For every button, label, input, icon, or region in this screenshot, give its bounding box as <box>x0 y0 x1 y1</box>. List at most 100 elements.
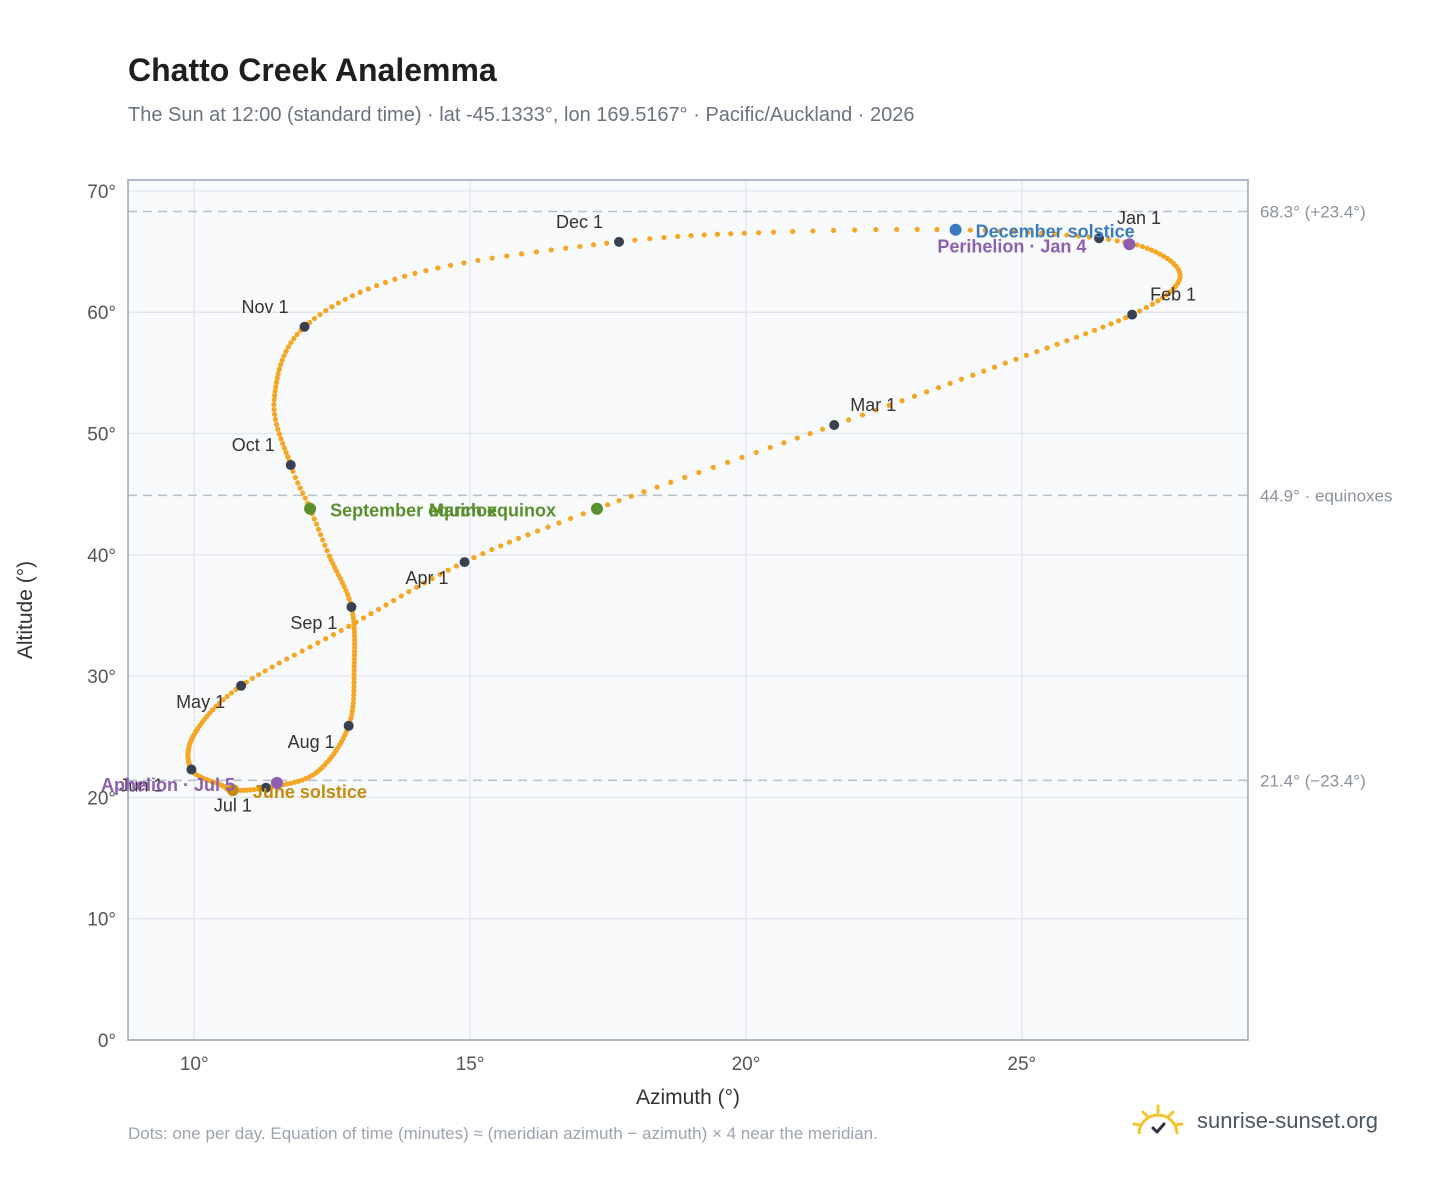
daily-dot <box>278 362 284 368</box>
daily-dot <box>345 591 351 598</box>
daily-dot <box>682 474 688 480</box>
daily-dot <box>256 672 262 678</box>
daily-dot <box>273 379 280 386</box>
daily-dot <box>1106 236 1112 243</box>
daily-dot <box>272 392 278 399</box>
daily-dot <box>447 262 454 268</box>
event-marker <box>949 223 962 236</box>
daily-dot <box>1115 318 1122 324</box>
daily-dot <box>845 417 852 423</box>
plot-frame <box>127 179 1249 1041</box>
daily-dot <box>1148 247 1155 253</box>
daily-dot <box>1025 229 1031 236</box>
event-label: December solstice <box>976 222 1135 242</box>
daily-dot <box>445 567 451 573</box>
daily-dot <box>351 692 357 698</box>
daily-dot <box>641 489 647 495</box>
daily-dot <box>351 633 358 639</box>
daily-dot <box>311 315 318 322</box>
daily-dot <box>338 627 344 634</box>
daily-dot <box>1164 292 1170 298</box>
daily-dot <box>970 372 976 378</box>
daily-dot <box>714 231 720 237</box>
daily-dot <box>216 700 222 706</box>
x-tick-label: 15° <box>456 1054 485 1075</box>
month-label: Jun 1 <box>119 776 163 796</box>
daily-dot <box>351 688 357 694</box>
daily-dot <box>346 596 352 602</box>
daily-dot <box>315 526 322 532</box>
daily-dot <box>311 516 317 522</box>
daily-dot <box>224 693 230 700</box>
daily-dot <box>288 340 294 346</box>
daily-dot <box>278 436 284 442</box>
daily-dot <box>1039 230 1045 236</box>
daily-dot <box>471 555 477 561</box>
daily-dot <box>351 671 357 678</box>
daily-dot <box>343 587 349 594</box>
daily-dot <box>294 331 300 338</box>
event-label: March equinox <box>429 501 556 521</box>
daily-dot <box>339 580 345 586</box>
daily-dot <box>429 575 435 582</box>
month-marker <box>343 720 354 731</box>
daily-dot <box>272 388 278 394</box>
daily-dot <box>421 580 427 586</box>
daily-dot <box>739 454 745 460</box>
daily-dot <box>886 402 892 408</box>
month-marker <box>299 321 310 332</box>
daily-dot <box>365 286 371 292</box>
daily-dot <box>934 226 940 233</box>
reference-line-label: 21.4° (−23.4°) <box>1260 771 1366 790</box>
daily-dot <box>475 257 481 264</box>
daily-dot <box>1073 334 1080 340</box>
daily-dot <box>302 495 308 501</box>
month-label: Jan 1 <box>1117 208 1161 228</box>
month-label: Jul 1 <box>214 796 252 816</box>
month-label: Mar 1 <box>850 395 896 415</box>
daily-dot <box>616 498 622 504</box>
event-marker <box>270 776 283 789</box>
event-label: Perihelion · Jan 4 <box>937 236 1086 256</box>
daily-dot <box>337 576 344 582</box>
daily-dot <box>632 237 638 243</box>
daily-dot <box>453 563 459 569</box>
daily-dot <box>1054 341 1060 347</box>
daily-dot <box>590 242 597 248</box>
daily-dot <box>271 396 277 403</box>
daily-dot <box>668 479 674 485</box>
daily-dot <box>280 440 286 447</box>
daily-dot <box>283 449 289 456</box>
daily-dot <box>675 233 681 240</box>
month-marker <box>346 601 357 612</box>
daily-dot <box>330 632 337 638</box>
daily-dot <box>323 636 329 642</box>
daily-dot <box>819 426 826 432</box>
daily-dot <box>273 384 279 390</box>
y-tick-label: 60° <box>87 303 116 324</box>
month-marker <box>829 420 840 431</box>
daily-dot <box>368 611 374 617</box>
month-marker <box>260 782 271 793</box>
daily-dot <box>1086 234 1092 240</box>
daily-dot <box>313 521 320 527</box>
daily-dot <box>873 407 879 413</box>
brand[interactable]: sunrise-sunset.org <box>1131 1104 1378 1138</box>
daily-dot <box>568 515 574 522</box>
daily-dot <box>519 251 525 257</box>
daily-dot <box>322 542 328 548</box>
daily-dot <box>1064 338 1070 344</box>
month-marker <box>186 764 197 775</box>
daily-dot <box>1034 349 1040 355</box>
daily-dot <box>351 667 357 673</box>
y-tick-label: 40° <box>87 546 116 567</box>
daily-dot <box>967 227 973 233</box>
daily-dot <box>351 629 358 635</box>
y-tick-label: 10° <box>87 910 116 931</box>
daily-dot <box>1157 251 1163 257</box>
y-tick-label: 0° <box>98 1031 116 1052</box>
daily-dot <box>351 656 357 662</box>
daily-dot <box>251 786 257 793</box>
daily-dot <box>1044 345 1050 351</box>
daily-dot <box>724 459 731 465</box>
